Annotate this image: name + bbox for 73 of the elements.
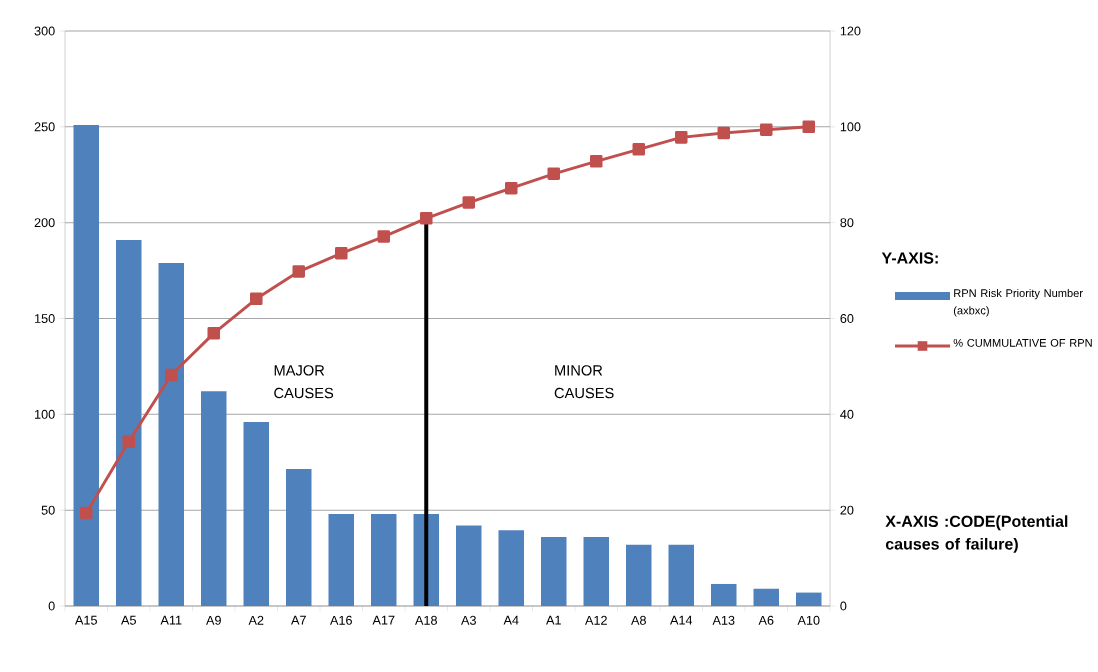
- x-axis-title: X-AXIS :CODE(Potential causes of failure): [885, 515, 1068, 553]
- annotation: MINOR CAUSES: [554, 365, 614, 399]
- point: [79, 506, 93, 520]
- point: [164, 368, 178, 382]
- bar: [286, 468, 312, 606]
- legend-label: % CUMMULATIVE OF RPN: [953, 338, 1092, 347]
- point: [249, 292, 263, 306]
- y-tick-label: 150: [35, 314, 55, 323]
- point: [462, 196, 476, 209]
- bar: [541, 537, 567, 606]
- x-tick-label: A13: [712, 615, 735, 625]
- x-tick-label: A16: [330, 615, 352, 625]
- point: [334, 247, 348, 260]
- y2-tick-label: 0: [840, 601, 847, 611]
- x-tick-label: A4: [503, 615, 519, 625]
- bar: [583, 537, 610, 606]
- annotation: MAJOR CAUSES: [274, 365, 334, 399]
- y-tick-label: 300: [34, 26, 55, 36]
- y2-tick-label: 60: [840, 314, 854, 323]
- x-tick-label: A7: [291, 615, 306, 625]
- y-tick-label: 50: [41, 505, 55, 515]
- y2-tick-label: 20: [840, 505, 854, 515]
- x-tick-label: A14: [670, 615, 693, 625]
- bar: [243, 422, 270, 606]
- bar: [328, 514, 355, 606]
- bar: [456, 525, 482, 606]
- bar: [158, 262, 184, 606]
- x-tick-label: A9: [206, 615, 221, 625]
- y-tick-label: 0: [48, 601, 55, 611]
- y-tick-label: 200: [34, 218, 55, 228]
- x-tick-label: A18: [415, 615, 437, 625]
- point: [122, 435, 136, 448]
- point: [717, 126, 731, 140]
- point: [589, 155, 603, 168]
- x-tick-label: A11: [160, 615, 182, 625]
- y2-tick-label: 120: [840, 26, 861, 36]
- point: [632, 143, 646, 156]
- point: [419, 212, 433, 225]
- point: [292, 265, 306, 278]
- y-tick-label: 250: [34, 122, 55, 132]
- legend-label: RPN Risk Priority Number (axbxc): [953, 288, 1083, 317]
- bar: [73, 124, 99, 606]
- point: [674, 131, 688, 144]
- point: [377, 230, 391, 243]
- x-tick-label: A3: [461, 615, 476, 625]
- y-tick-label: 100: [35, 409, 55, 419]
- bar: [668, 544, 695, 606]
- bar: [371, 514, 397, 606]
- bar: [116, 239, 142, 606]
- point: [802, 120, 816, 134]
- point: [504, 181, 518, 195]
- y2-tick-label: 80: [840, 218, 854, 228]
- y2-tick-label: 40: [840, 409, 854, 419]
- x-tick-label: A15: [75, 615, 97, 625]
- bar: [201, 391, 227, 606]
- x-tick-label: A17: [372, 615, 395, 625]
- bar: [753, 588, 780, 606]
- bar: [626, 544, 652, 606]
- legend-title: Y-AXIS:: [881, 252, 938, 264]
- point: [547, 167, 561, 181]
- bar: [498, 530, 525, 606]
- x-tick-label: A2: [248, 615, 264, 625]
- x-tick-label: A8: [631, 615, 646, 625]
- x-tick-label: A6: [758, 615, 774, 625]
- point: [759, 123, 773, 136]
- x-tick-label: A10: [797, 615, 820, 625]
- x-tick-label: A5: [121, 615, 136, 625]
- bar: [711, 583, 737, 606]
- point: [207, 327, 221, 340]
- x-tick-label: A12: [585, 615, 607, 625]
- y2-tick-label: 100: [840, 122, 861, 132]
- bar: [796, 592, 822, 606]
- x-tick-label: A1: [546, 615, 561, 625]
